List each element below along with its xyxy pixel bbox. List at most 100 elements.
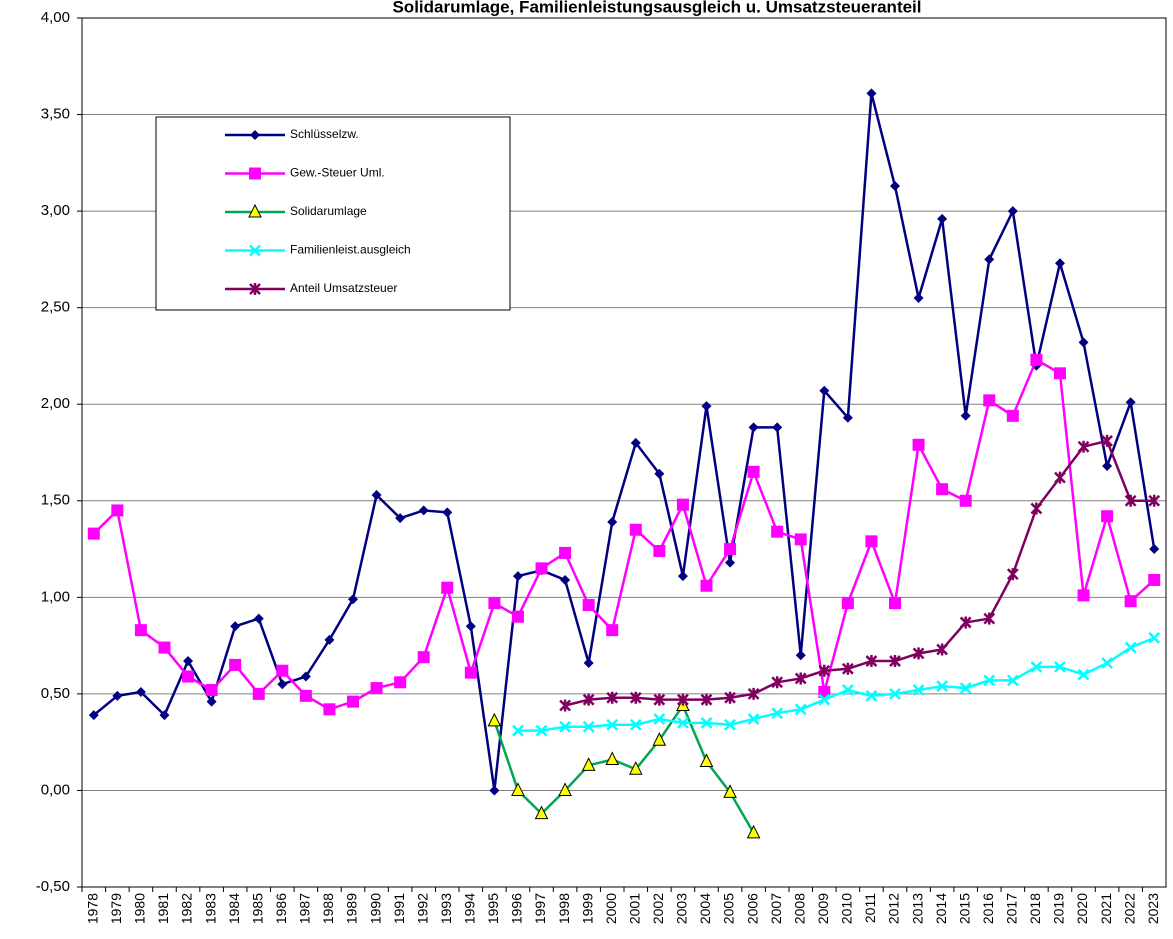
- data-point: [583, 657, 594, 668]
- data-point: [913, 293, 924, 304]
- data-point: [605, 751, 620, 766]
- data-point: [937, 213, 948, 224]
- x-tick-label: 1980: [132, 893, 148, 924]
- data-point: [818, 693, 831, 706]
- data-point: [866, 88, 877, 99]
- chart-title: Solidarumlage, Familienleistungsausgleic…: [392, 0, 921, 16]
- data-point: [701, 401, 712, 412]
- data-point: [677, 693, 689, 706]
- data-point: [794, 533, 807, 546]
- data-point: [1054, 660, 1066, 673]
- x-tick-label: 1994: [462, 893, 478, 924]
- data-point: [582, 693, 595, 706]
- x-tick-label: 2015: [956, 893, 972, 924]
- y-tick-label: 1,00: [41, 588, 70, 605]
- data-point: [606, 624, 619, 637]
- data-point: [324, 634, 335, 645]
- x-tick-label: 1997: [532, 893, 548, 924]
- data-point: [395, 513, 406, 524]
- data-point: [747, 465, 760, 478]
- data-point: [464, 666, 477, 679]
- data-point: [606, 718, 619, 731]
- data-point: [347, 695, 359, 708]
- data-point: [512, 571, 523, 582]
- x-tick-label: 1987: [297, 893, 313, 924]
- data-point: [582, 599, 595, 612]
- data-point: [348, 594, 358, 605]
- data-point: [607, 517, 618, 528]
- data-point: [959, 616, 972, 629]
- data-point: [560, 574, 571, 585]
- legend-label: Anteil Umsatzsteuer: [290, 281, 397, 295]
- data-point: [1101, 510, 1114, 523]
- data-point: [699, 753, 714, 767]
- data-point: [677, 716, 689, 729]
- series-line: [517, 636, 1155, 732]
- data-point: [442, 507, 453, 518]
- data-point: [653, 544, 666, 557]
- data-point: [984, 254, 995, 265]
- data-point: [535, 562, 548, 575]
- data-point: [394, 676, 407, 689]
- data-point: [512, 724, 524, 737]
- x-tick-label: 2002: [650, 893, 666, 924]
- data-point: [936, 483, 949, 496]
- data-point: [299, 689, 312, 702]
- data-point: [371, 489, 382, 500]
- data-point: [912, 647, 925, 660]
- data-point: [654, 468, 665, 479]
- data-point: [559, 720, 571, 733]
- data-point: [559, 546, 572, 559]
- x-tick-label: 2018: [1027, 893, 1043, 924]
- data-point: [559, 699, 571, 712]
- x-tick-label: 2004: [697, 893, 713, 924]
- data-point: [206, 696, 217, 707]
- data-point: [725, 557, 736, 568]
- data-point: [112, 690, 123, 701]
- data-point: [1006, 568, 1019, 581]
- data-point: [1124, 494, 1137, 507]
- x-tick-label: 2019: [1051, 893, 1067, 924]
- data-point: [300, 671, 311, 682]
- x-tick-label: 2007: [768, 893, 784, 924]
- data-point: [581, 757, 596, 771]
- data-point: [276, 664, 289, 677]
- data-point: [582, 720, 595, 733]
- data-point: [960, 410, 971, 421]
- data-point: [252, 687, 265, 700]
- x-tick-label: 1999: [579, 893, 595, 924]
- data-point: [1053, 367, 1066, 380]
- y-tick-label: -0,50: [36, 878, 70, 895]
- data-point: [465, 621, 476, 632]
- x-tick-label: 2009: [815, 893, 831, 924]
- legend-marker: [249, 244, 261, 257]
- data-point: [417, 651, 430, 664]
- x-tick-label: 1982: [179, 893, 195, 924]
- legend-marker: [250, 130, 260, 140]
- y-tick-label: 4,00: [41, 9, 70, 26]
- data-point: [983, 612, 996, 625]
- data-point: [205, 684, 218, 697]
- x-tick-label: 1989: [344, 893, 360, 924]
- x-tick-label: 2011: [862, 893, 878, 923]
- data-point: [794, 672, 807, 685]
- data-point: [441, 581, 454, 594]
- x-tick-label: 2021: [1098, 893, 1114, 924]
- y-tick-label: 0,00: [41, 781, 70, 798]
- data-point: [1006, 674, 1019, 687]
- data-point: [489, 785, 500, 796]
- data-point: [1054, 258, 1065, 269]
- data-point: [1124, 641, 1137, 654]
- x-tick-label: 2010: [839, 893, 855, 924]
- data-point: [1030, 353, 1043, 366]
- y-tick-label: 0,50: [41, 685, 70, 702]
- data-point: [511, 610, 524, 623]
- data-point: [772, 422, 783, 433]
- data-point: [889, 688, 901, 700]
- data-point: [936, 643, 949, 656]
- legend-label: Solidarumlage: [290, 204, 367, 218]
- x-tick-label: 2006: [744, 893, 760, 924]
- data-point: [700, 716, 713, 729]
- data-point: [700, 579, 713, 592]
- x-tick-label: 1984: [226, 893, 242, 924]
